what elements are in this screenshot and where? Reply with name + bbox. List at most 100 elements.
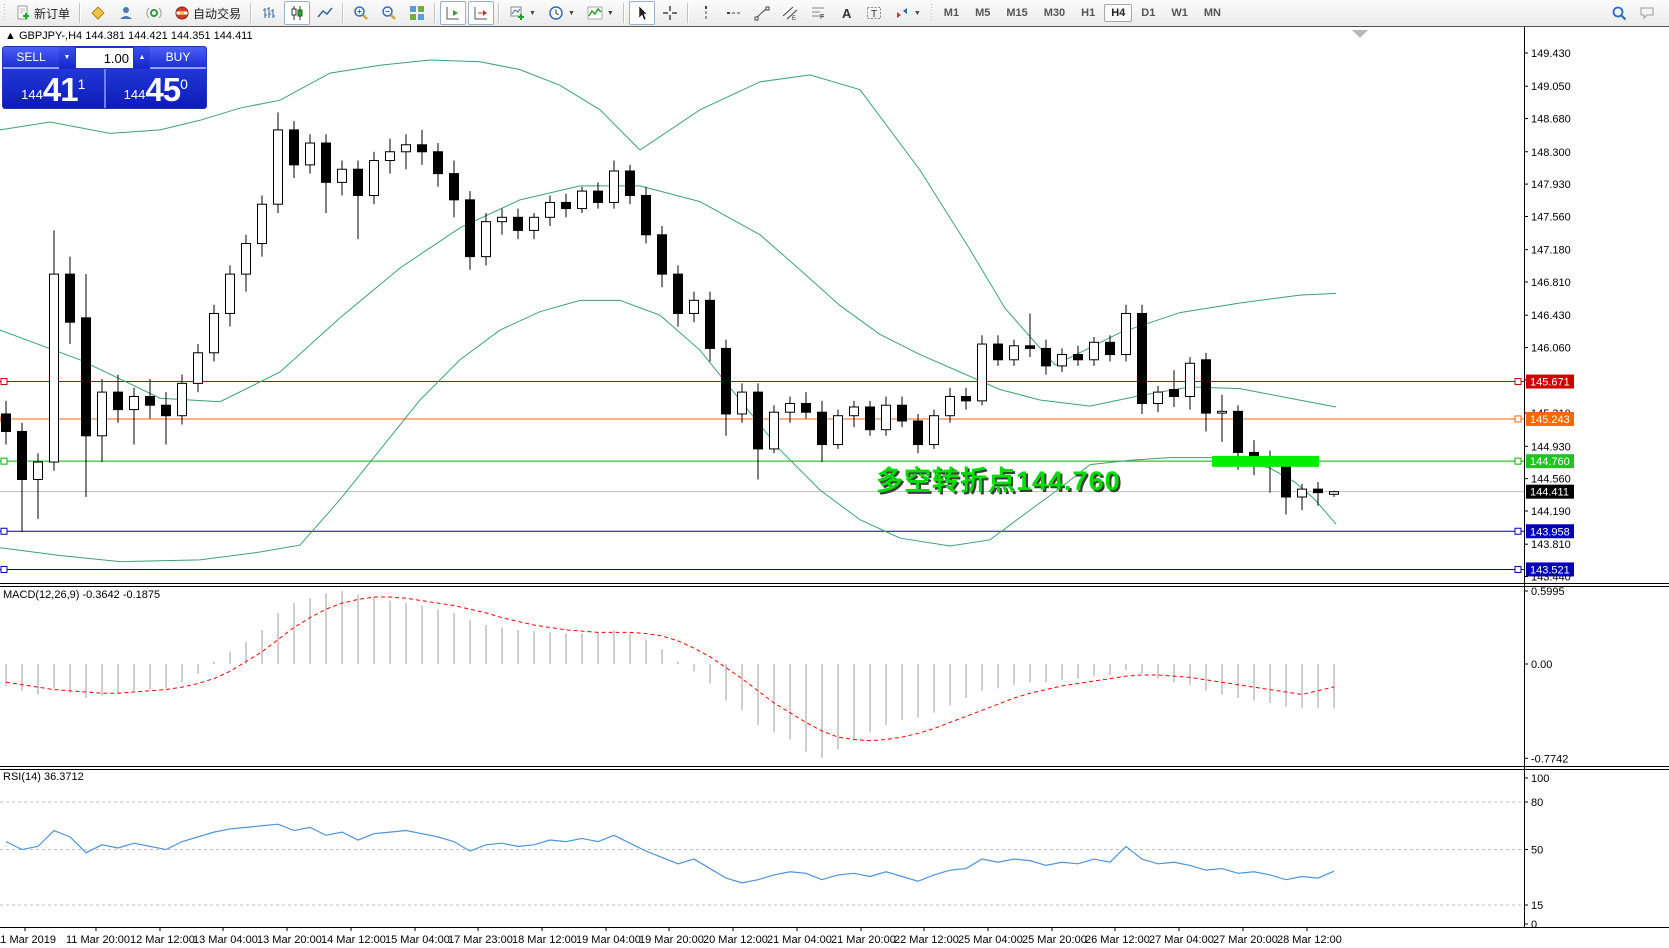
date-label[interactable]: 15 Mar 04:00 — [385, 934, 450, 946]
timeframe-m30[interactable]: M30 — [1043, 7, 1066, 19]
line-chart-button[interactable] — [312, 1, 338, 25]
rsi-tick-label: 50 — [1531, 845, 1543, 857]
timeframe-m5[interactable]: M5 — [975, 7, 991, 19]
highlight-zone[interactable] — [1212, 455, 1319, 467]
price-line-handle[interactable] — [0, 565, 8, 573]
date-label[interactable]: 20 Mar 12:00 — [703, 934, 768, 946]
date-label[interactable]: 18 Mar 12:00 — [512, 934, 577, 946]
price-line-handle[interactable] — [1514, 457, 1522, 465]
candle-body — [833, 415, 843, 446]
autotrade-button[interactable]: 自动交易 — [169, 1, 246, 25]
horizontal-line-button[interactable] — [721, 1, 747, 25]
candle-body — [193, 352, 203, 384]
chart-window: 149.430 149.050 148.680 148.300 147.930 147.5… — [0, 26, 1669, 948]
new-chart-dropdown[interactable]: ▼ — [504, 1, 541, 25]
arrows-dropdown[interactable]: ▼ — [889, 1, 926, 25]
sell-button[interactable]: SELL — [3, 47, 59, 69]
volume-decrease-button[interactable]: ▼ — [59, 47, 75, 69]
date-label[interactable]: 19 Mar 20:00 — [639, 934, 704, 946]
tile-windows-button[interactable] — [404, 1, 430, 25]
crosshair-button[interactable] — [657, 1, 683, 25]
channel-button[interactable]: E — [777, 1, 803, 25]
timeframe-h4[interactable]: H4 — [1104, 4, 1133, 22]
timeframe-w1[interactable]: W1 — [1171, 7, 1188, 19]
data-window-button[interactable] — [113, 1, 139, 25]
price-line-handle[interactable] — [0, 527, 8, 535]
date-label[interactable]: 13 Mar 20:00 — [257, 934, 322, 946]
chart-shift-button[interactable] — [440, 1, 467, 25]
rsi-tick-label: 0 — [1531, 919, 1537, 931]
date-label[interactable]: 13 Mar 04:00 — [193, 934, 258, 946]
price-line-handle[interactable] — [1514, 415, 1522, 423]
price-label-box — [1526, 411, 1574, 426]
candlestick-series — [1, 112, 1339, 532]
volume-increase-button[interactable]: ▲ — [134, 47, 150, 69]
price-line-handle[interactable] — [0, 378, 8, 386]
price-line-handle[interactable] — [1514, 378, 1522, 386]
trendline-button[interactable] — [749, 1, 775, 25]
price-label-box — [1526, 454, 1574, 469]
toolbar-drag-handle[interactable] — [928, 4, 934, 22]
candlestick-chart-button[interactable] — [284, 1, 311, 25]
volume-input[interactable] — [76, 48, 133, 68]
strategy-tester-button[interactable] — [141, 1, 167, 25]
date-label[interactable]: 11 Mar 20:00 — [66, 934, 130, 946]
timeframe-m1[interactable]: M1 — [943, 7, 960, 19]
candle-body — [769, 411, 779, 450]
date-label[interactable]: 27 Mar 04:00 — [1149, 934, 1214, 946]
date-label[interactable]: 19 Mar 04:00 — [576, 934, 641, 946]
bar-chart-button[interactable] — [256, 1, 282, 25]
buy-button[interactable]: BUY — [150, 47, 206, 69]
auto-scroll-button[interactable] — [468, 1, 495, 25]
new-order-button[interactable]: 新订单 — [10, 1, 75, 25]
text-label-button[interactable]: T — [861, 1, 887, 25]
market-watch-button[interactable] — [85, 1, 111, 25]
toolbar-separator — [434, 3, 437, 23]
buy-price[interactable]: 144 45 0 — [123, 71, 188, 108]
indicators-dropdown[interactable]: ▼ — [582, 1, 619, 25]
timeframe-h1[interactable]: H1 — [1081, 7, 1096, 19]
candle-body — [945, 395, 955, 417]
zoom-out-button[interactable] — [376, 1, 402, 25]
zoom-in-button[interactable] — [348, 1, 374, 25]
chat-button[interactable] — [1634, 1, 1660, 25]
price-line-handle[interactable] — [1514, 527, 1522, 535]
toolbar-separator — [622, 3, 625, 23]
chart-canvas[interactable]: 149.430 149.050 148.680 148.300 147.930 147.5… — [0, 26, 1669, 948]
price-label-text: 145.671 — [1530, 377, 1570, 389]
scroll-marker-icon[interactable] — [1352, 30, 1368, 38]
price-line-handle[interactable] — [1514, 565, 1522, 573]
timeframe-m15[interactable]: M15 — [1006, 7, 1028, 19]
vertical-line-button[interactable] — [693, 1, 719, 25]
cursor-button[interactable] — [628, 1, 655, 25]
toolbar-drag-handle[interactable] — [2, 4, 7, 22]
date-label[interactable]: 22 Mar 12:00 — [894, 934, 959, 946]
date-label[interactable]: 25 Mar 20:00 — [1022, 934, 1087, 946]
date-label[interactable]: 26 Mar 12:00 — [1085, 934, 1150, 946]
profiles-dropdown[interactable]: ▼ — [543, 1, 580, 25]
arrows-icon — [894, 5, 910, 21]
candle-body — [625, 170, 635, 196]
price-tick-label: 146.810 — [1531, 277, 1571, 289]
text-button[interactable]: A — [833, 1, 859, 25]
sell-price[interactable]: 144 41 1 — [3, 69, 106, 108]
date-label[interactable]: 14 Mar 12:00 — [321, 934, 386, 946]
date-label[interactable]: 12 Mar 12:00 — [130, 934, 195, 946]
candle-body — [481, 221, 491, 258]
date-label[interactable]: 25 Mar 04:00 — [958, 934, 1023, 946]
fibonacci-button[interactable]: F — [805, 1, 831, 25]
date-label[interactable]: 21 Mar 20:00 — [831, 934, 896, 946]
price-tick-label: 147.930 — [1531, 179, 1571, 191]
date-label[interactable]: 28 Mar 12:00 — [1277, 934, 1342, 946]
timeframe-d1[interactable]: D1 — [1141, 7, 1156, 19]
date-label[interactable]: 11 Mar 2019 — [0, 934, 56, 946]
date-label[interactable]: 21 Mar 04:00 — [767, 934, 832, 946]
price-line-handle[interactable] — [0, 457, 8, 465]
horizontal-line-icon — [726, 5, 742, 21]
date-label[interactable]: 17 Mar 23:00 — [448, 934, 513, 946]
price-label-box — [1526, 562, 1574, 577]
date-label[interactable]: 27 Mar 20:00 — [1213, 934, 1278, 946]
timeframe-mn[interactable]: MN — [1203, 7, 1221, 19]
search-button[interactable] — [1606, 1, 1632, 25]
